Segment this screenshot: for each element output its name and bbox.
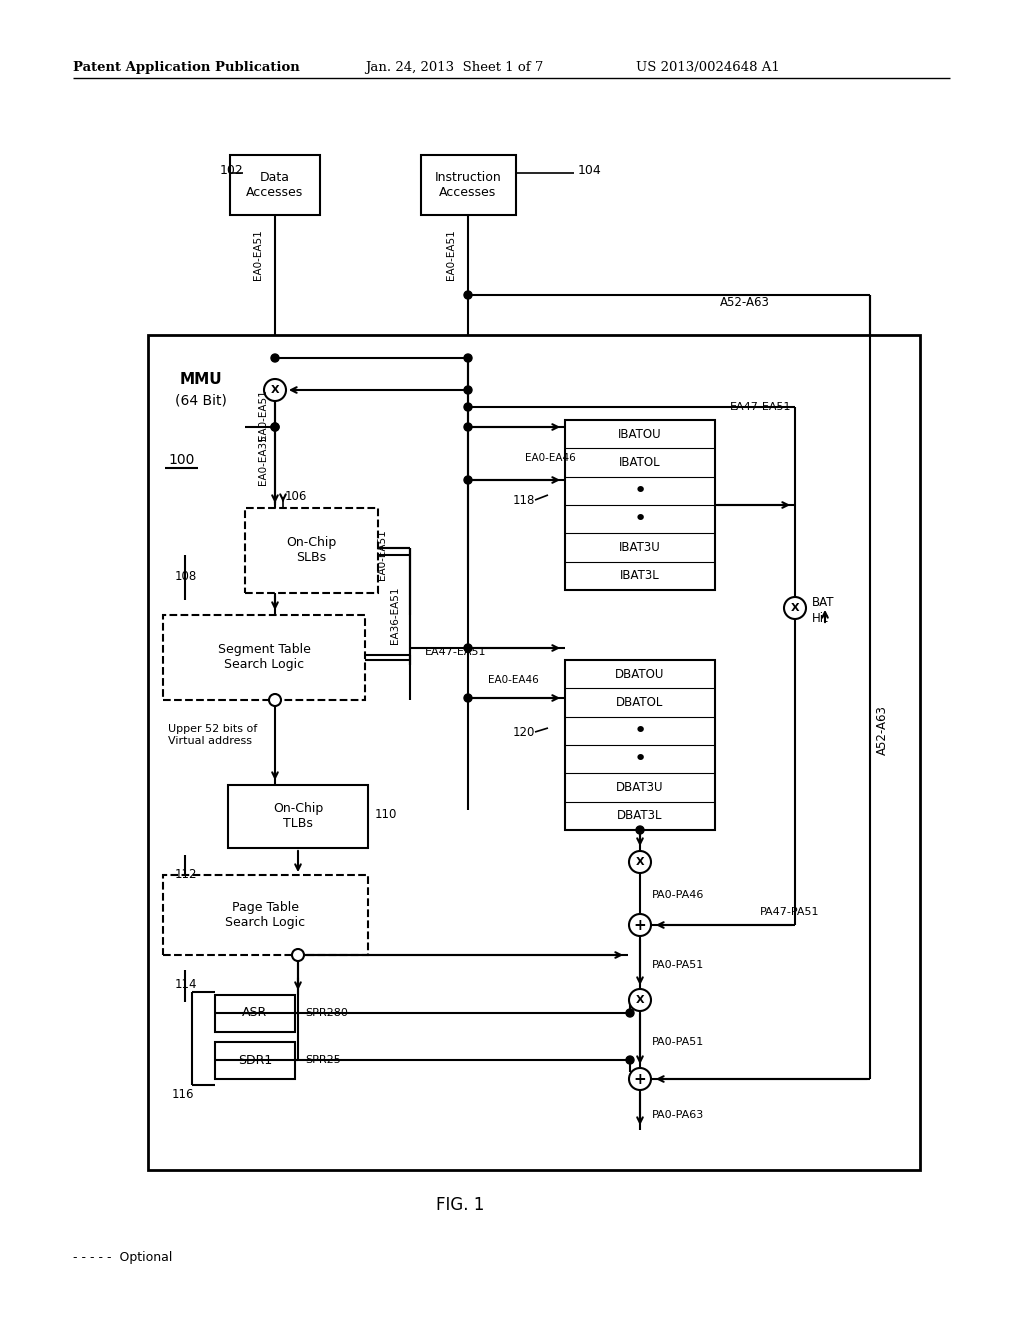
Circle shape <box>629 1068 651 1090</box>
Text: PA0-PA51: PA0-PA51 <box>652 960 705 970</box>
Text: - - - - -  Optional: - - - - - Optional <box>73 1251 172 1265</box>
Bar <box>245 508 378 593</box>
Circle shape <box>271 422 279 432</box>
Text: Instruction
Accesses: Instruction Accesses <box>434 172 502 199</box>
Text: +: + <box>634 1072 646 1086</box>
Text: 114: 114 <box>175 978 198 991</box>
Text: 104: 104 <box>578 164 602 177</box>
Circle shape <box>464 290 472 300</box>
Text: Segment Table
Search Logic: Segment Table Search Logic <box>217 643 310 671</box>
Bar <box>565 660 715 830</box>
Text: 116: 116 <box>172 1089 195 1101</box>
Text: IBATOL: IBATOL <box>620 455 660 469</box>
Text: A52-A63: A52-A63 <box>876 705 889 755</box>
Circle shape <box>464 403 472 411</box>
Text: 108: 108 <box>175 569 198 582</box>
Circle shape <box>464 477 472 484</box>
Circle shape <box>636 826 644 834</box>
Text: SDR1: SDR1 <box>238 1053 272 1067</box>
Text: DBATOL: DBATOL <box>616 696 664 709</box>
Text: DBAT3U: DBAT3U <box>616 781 664 795</box>
Circle shape <box>271 354 279 362</box>
Text: PA0-PA51: PA0-PA51 <box>652 1038 705 1047</box>
Text: EA47-EA51: EA47-EA51 <box>730 403 792 412</box>
Text: 100: 100 <box>168 453 195 467</box>
Text: X: X <box>636 995 644 1005</box>
Text: +: + <box>634 917 646 932</box>
Text: Page Table
Search Logic: Page Table Search Logic <box>225 902 305 929</box>
Text: Upper 52 bits of
Virtual address: Upper 52 bits of Virtual address <box>168 725 257 746</box>
Text: X: X <box>636 857 644 867</box>
Circle shape <box>629 989 651 1011</box>
Text: 120: 120 <box>513 726 536 738</box>
Bar <box>421 154 516 215</box>
Circle shape <box>626 1008 634 1016</box>
Circle shape <box>464 422 472 432</box>
Text: (64 Bit): (64 Bit) <box>175 393 227 407</box>
Text: On-Chip
SLBs: On-Chip SLBs <box>286 536 336 564</box>
Text: X: X <box>270 385 280 395</box>
Text: Patent Application Publication: Patent Application Publication <box>73 61 300 74</box>
Text: •: • <box>634 480 646 500</box>
Circle shape <box>292 949 304 961</box>
Text: •: • <box>634 510 646 529</box>
Circle shape <box>464 694 472 702</box>
Text: FIG. 1: FIG. 1 <box>436 1196 484 1214</box>
Text: EA0-EA51: EA0-EA51 <box>446 230 456 280</box>
Text: BAT: BAT <box>812 595 835 609</box>
Text: On-Chip
TLBs: On-Chip TLBs <box>272 803 324 830</box>
Circle shape <box>784 597 806 619</box>
Text: EA0-EA46: EA0-EA46 <box>525 453 575 463</box>
Text: DBAT3L: DBAT3L <box>617 809 663 822</box>
Text: PA0-PA63: PA0-PA63 <box>652 1110 705 1119</box>
Text: EA0-EA35: EA0-EA35 <box>258 434 268 486</box>
Bar <box>215 1041 295 1078</box>
Text: SPR25: SPR25 <box>305 1055 341 1065</box>
Circle shape <box>629 851 651 873</box>
Circle shape <box>464 385 472 393</box>
Text: DBATOU: DBATOU <box>615 668 665 681</box>
Circle shape <box>464 354 472 362</box>
Text: EA0-EA51: EA0-EA51 <box>377 529 387 581</box>
Text: IBATOU: IBATOU <box>618 428 662 441</box>
Text: 102: 102 <box>220 164 244 177</box>
Text: IBAT3U: IBAT3U <box>620 541 660 554</box>
Circle shape <box>264 379 286 401</box>
Text: MMU: MMU <box>180 372 222 388</box>
Bar <box>148 335 920 1170</box>
Text: PA0-PA46: PA0-PA46 <box>652 890 705 900</box>
Text: PA47-PA51: PA47-PA51 <box>760 907 819 917</box>
Text: Hit: Hit <box>812 611 828 624</box>
Text: EA47-EA51: EA47-EA51 <box>425 647 486 657</box>
Text: 112: 112 <box>175 869 198 882</box>
Text: EA0-EA46: EA0-EA46 <box>488 675 539 685</box>
Text: EA0-EA51: EA0-EA51 <box>258 389 268 441</box>
Text: Jan. 24, 2013  Sheet 1 of 7: Jan. 24, 2013 Sheet 1 of 7 <box>365 61 544 74</box>
Circle shape <box>269 694 281 706</box>
Circle shape <box>629 913 651 936</box>
Text: A52-A63: A52-A63 <box>720 297 770 309</box>
Bar <box>163 615 365 700</box>
Bar <box>228 785 368 847</box>
Text: •: • <box>634 750 646 770</box>
Bar <box>215 995 295 1032</box>
Text: 106: 106 <box>285 491 307 503</box>
Circle shape <box>464 644 472 652</box>
Circle shape <box>271 422 279 432</box>
Text: EA36-EA51: EA36-EA51 <box>390 586 400 644</box>
Text: Data
Accesses: Data Accesses <box>247 172 304 199</box>
Text: ASR: ASR <box>243 1006 267 1019</box>
Text: X: X <box>791 603 800 612</box>
Text: •: • <box>634 721 646 741</box>
Text: IBAT3L: IBAT3L <box>621 569 659 582</box>
Text: US 2013/0024648 A1: US 2013/0024648 A1 <box>636 61 779 74</box>
Text: 110: 110 <box>375 808 397 821</box>
Text: 118: 118 <box>513 494 536 507</box>
Bar <box>565 420 715 590</box>
Text: SPR280: SPR280 <box>305 1008 348 1018</box>
Text: EA0-EA51: EA0-EA51 <box>253 230 263 280</box>
Circle shape <box>626 1056 634 1064</box>
Bar <box>230 154 319 215</box>
Bar <box>163 875 368 954</box>
